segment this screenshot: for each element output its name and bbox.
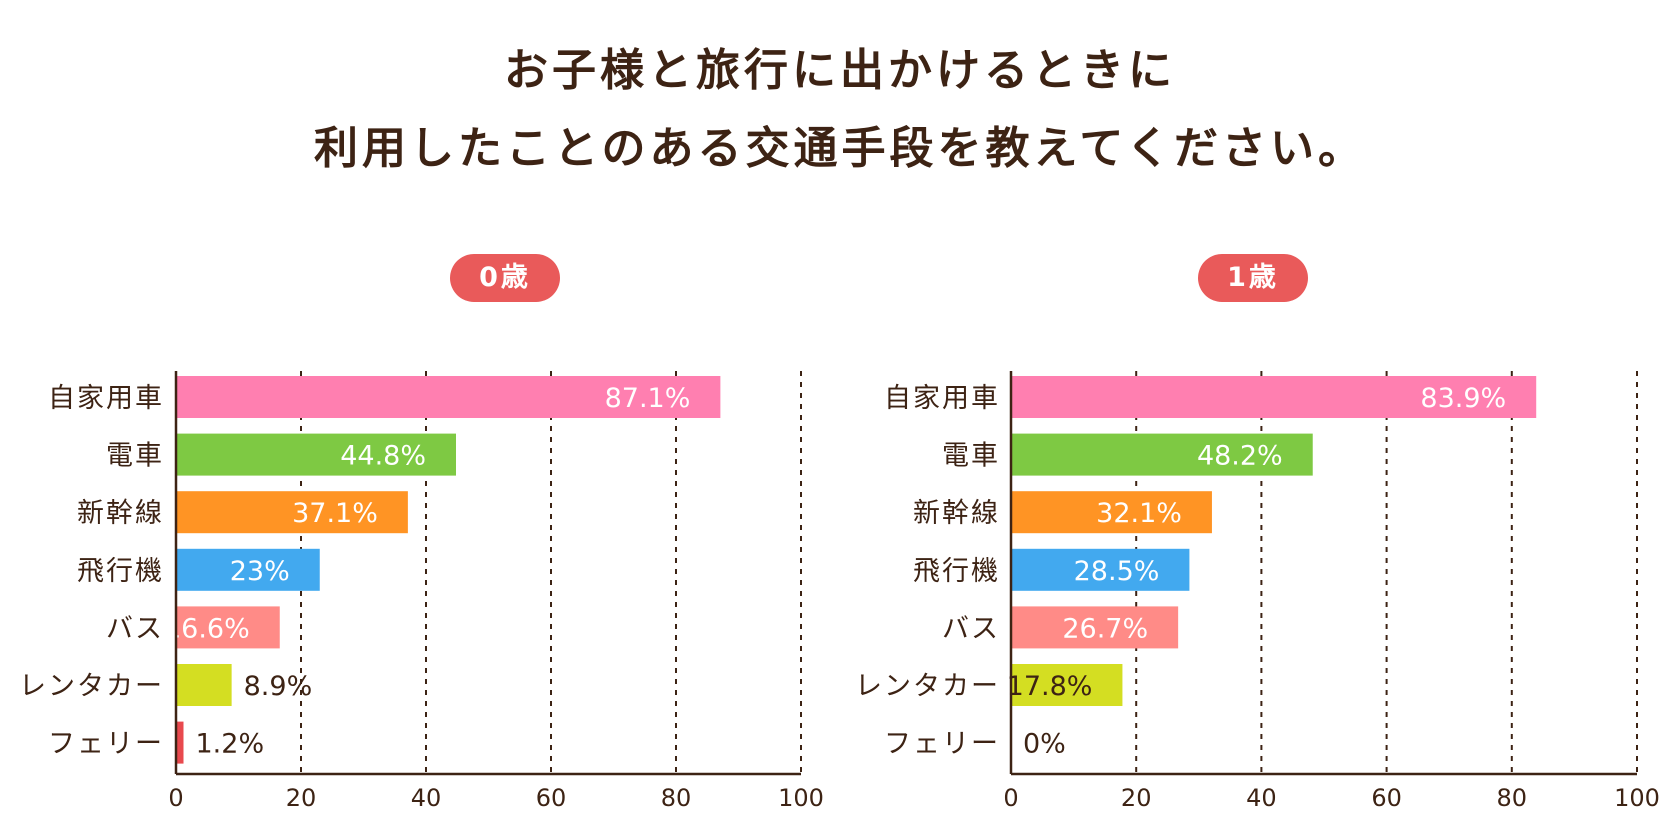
value-label: 1.2% <box>196 729 265 760</box>
bar <box>1011 664 1123 706</box>
value-label: 44.8% <box>340 441 426 472</box>
category-label: 自家用車 <box>48 383 164 414</box>
bar <box>176 664 232 706</box>
category-label: フェリー <box>884 729 1000 760</box>
tick-label: 80 <box>661 784 692 812</box>
bar <box>176 433 456 476</box>
category-label: 電車 <box>942 441 1000 472</box>
bar <box>1011 433 1313 476</box>
tick-label: 20 <box>1121 784 1152 812</box>
category-label: 飛行機 <box>913 556 1000 587</box>
bar <box>1011 548 1190 591</box>
category-label: 新幹線 <box>913 498 1000 529</box>
category-label: バス <box>942 613 1000 644</box>
tick-label: 80 <box>1497 784 1528 812</box>
tick-label: 100 <box>1614 784 1660 812</box>
value-label: 16.6% <box>164 613 250 644</box>
bar <box>1011 606 1179 649</box>
value-label: 83.9% <box>1420 383 1506 414</box>
tick-label: 60 <box>536 784 567 812</box>
value-label: 26.7% <box>1062 613 1148 644</box>
value-label: 23% <box>230 556 290 587</box>
tick-label: 40 <box>1246 784 1277 812</box>
value-label: 32.1% <box>1096 498 1182 529</box>
value-label: 17.8% <box>1007 671 1093 702</box>
tick-label: 20 <box>286 784 317 812</box>
bar <box>176 606 280 649</box>
category-label: フェリー <box>48 729 164 760</box>
category-label: 電車 <box>106 441 164 472</box>
value-label: 48.2% <box>1197 441 1283 472</box>
value-label: 28.5% <box>1074 556 1160 587</box>
age-badge-0: 0歳 <box>450 254 560 302</box>
value-label: 8.9% <box>244 671 313 702</box>
tick-label: 100 <box>778 784 824 812</box>
category-label: 新幹線 <box>77 498 164 529</box>
category-label: 飛行機 <box>77 556 164 587</box>
category-label: 自家用車 <box>884 383 1000 414</box>
tick-label: 0 <box>1003 784 1018 812</box>
bar <box>176 376 721 418</box>
value-label: 0% <box>1023 729 1066 760</box>
bar <box>176 491 408 534</box>
bar <box>176 721 184 764</box>
category-label: バス <box>106 613 164 644</box>
bar <box>1011 376 1537 418</box>
tick-label: 40 <box>411 784 442 812</box>
value-label: 87.1% <box>605 383 691 414</box>
category-label: レンタカー <box>855 671 1000 702</box>
tick-label: 60 <box>1371 784 1402 812</box>
title-line-2: 利用したことのある交通手段を教えてください。 <box>313 123 1367 174</box>
title-line-1: お子様と旅行に出かけるときに <box>504 45 1176 96</box>
page-title: お子様と旅行に出かけるときに 利用したことのある交通手段を教えてください。 <box>0 32 1680 188</box>
category-label: レンタカー <box>19 671 164 702</box>
age-badge-1: 1歳 <box>1198 254 1308 302</box>
tick-label: 0 <box>168 784 183 812</box>
bar <box>176 548 320 591</box>
value-label: 37.1% <box>292 498 378 529</box>
bar <box>1011 491 1212 534</box>
